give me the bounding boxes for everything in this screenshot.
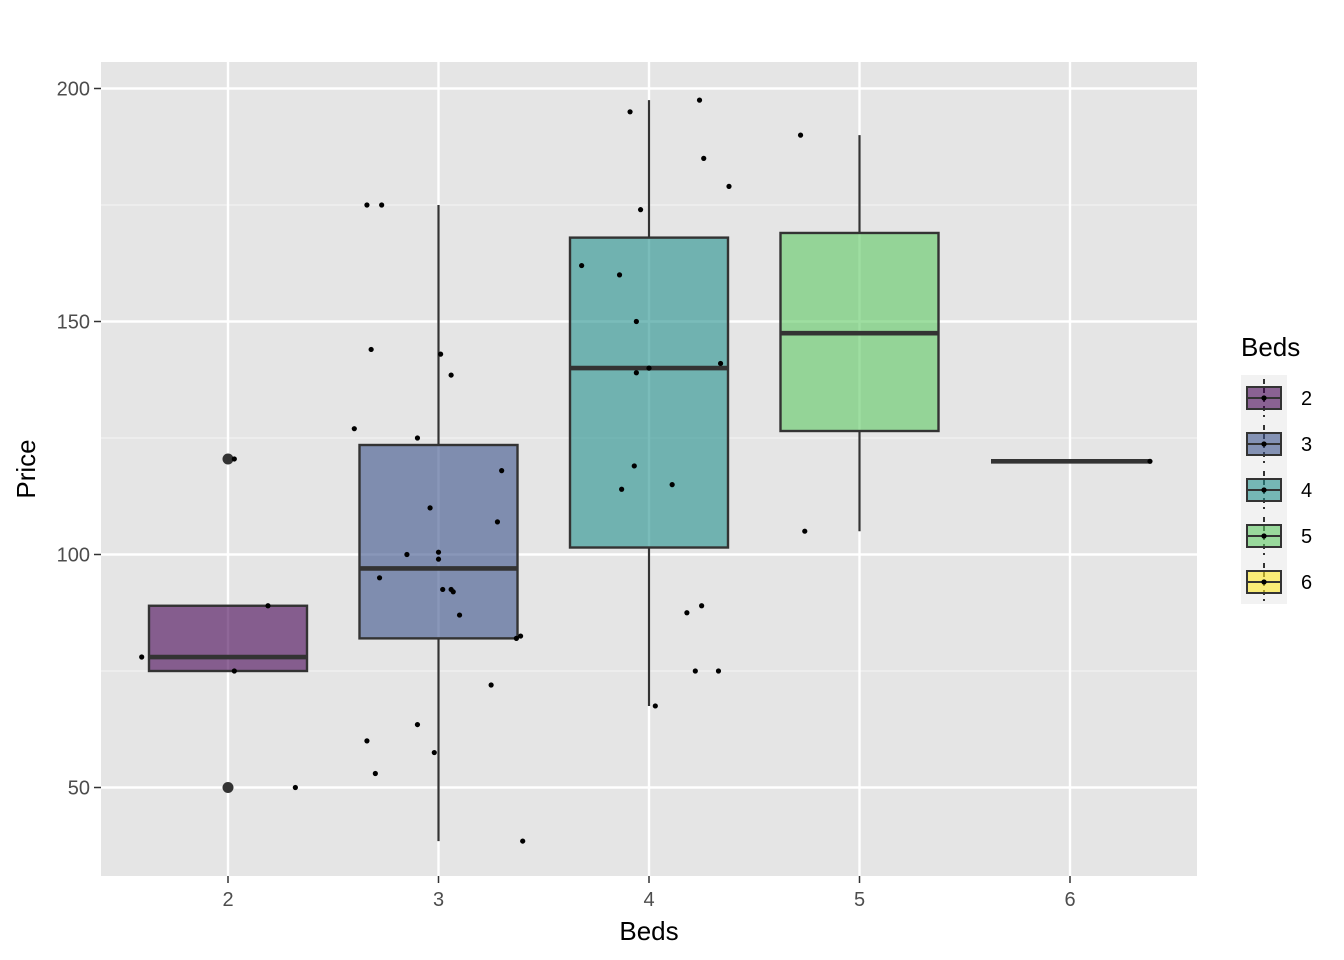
legend-key-6 <box>1246 563 1282 601</box>
data-point <box>364 738 370 744</box>
legend-label: 3 <box>1301 434 1312 456</box>
data-point <box>646 365 652 371</box>
data-point <box>414 435 421 441</box>
data-point <box>717 360 724 367</box>
legend-label: 2 <box>1301 388 1312 410</box>
legend-key-3 <box>1246 425 1282 463</box>
data-point <box>517 633 524 639</box>
data-point <box>631 463 637 469</box>
data-point <box>139 654 145 660</box>
y-tick-label: 100 <box>57 545 90 567</box>
y-tick-label: 200 <box>57 79 90 101</box>
data-point <box>619 486 625 492</box>
x-tick-label: 4 <box>643 889 654 911</box>
data-point <box>404 551 410 558</box>
data-point <box>726 183 732 189</box>
data-point <box>499 468 505 474</box>
data-point <box>520 838 526 844</box>
legend-key-point <box>1261 487 1267 493</box>
jitter-points-layer <box>139 97 1153 844</box>
legend-label: 4 <box>1301 480 1312 502</box>
data-point <box>372 770 378 777</box>
legend: Beds 2 3 4 5 6 <box>1241 332 1312 604</box>
data-point <box>351 426 357 432</box>
box-iqr <box>358 443 519 640</box>
legend-key-point <box>1261 441 1267 447</box>
outlier-point <box>222 782 234 793</box>
legend-key-point <box>1261 533 1267 539</box>
data-point <box>427 505 433 511</box>
box-beds-5 <box>779 135 940 532</box>
legend-key-2 <box>1246 379 1282 417</box>
data-point <box>797 132 804 138</box>
data-point <box>802 528 808 534</box>
y-axis-title: Price <box>11 439 41 498</box>
data-point <box>450 589 456 595</box>
legend-label: 6 <box>1301 572 1312 594</box>
box-iqr <box>568 236 730 549</box>
outlier-point <box>222 453 234 465</box>
legend-label: 5 <box>1301 526 1312 548</box>
data-point <box>637 207 644 213</box>
x-axis: 2 3 4 5 6 <box>222 876 1076 911</box>
legend-key-4 <box>1246 471 1282 509</box>
box-beds-3 <box>358 205 519 842</box>
legend-key-point <box>1261 395 1267 401</box>
box-beds-2 <box>147 453 309 793</box>
data-point <box>379 202 385 208</box>
data-point <box>448 372 454 378</box>
data-point <box>652 703 658 709</box>
data-point <box>494 519 501 525</box>
data-point <box>265 603 271 609</box>
data-point <box>435 549 442 555</box>
data-point <box>231 668 237 674</box>
data-point <box>696 97 703 103</box>
data-point <box>669 482 675 488</box>
data-point <box>701 155 707 161</box>
data-point <box>579 262 585 269</box>
data-point <box>1147 458 1153 464</box>
data-point <box>715 668 722 674</box>
data-point <box>438 351 444 357</box>
data-point <box>699 603 705 609</box>
x-axis-title: Beds <box>619 916 678 946</box>
y-tick-label: 150 <box>57 312 90 334</box>
data-point <box>513 635 519 641</box>
y-tick-label: 50 <box>68 778 90 800</box>
data-point <box>616 272 623 278</box>
x-tick-label: 2 <box>222 889 233 911</box>
legend-key-point <box>1261 579 1267 585</box>
data-point <box>633 370 639 376</box>
x-tick-label: 6 <box>1064 889 1075 911</box>
data-point <box>684 610 690 616</box>
box-iqr <box>147 604 309 673</box>
data-point <box>435 556 442 562</box>
data-point <box>633 318 639 325</box>
x-tick-label: 5 <box>854 889 865 911</box>
data-point <box>292 784 298 791</box>
data-point <box>231 456 237 462</box>
data-point <box>488 682 494 688</box>
data-point <box>440 586 446 593</box>
data-point <box>414 721 421 728</box>
data-point <box>627 109 633 115</box>
data-point <box>364 202 370 208</box>
data-point <box>456 612 463 618</box>
y-axis: 50 100 150 200 <box>57 79 101 800</box>
data-point <box>431 749 437 756</box>
legend-title: Beds <box>1241 332 1300 362</box>
data-point <box>376 575 383 581</box>
data-point <box>692 668 698 674</box>
data-point <box>368 346 374 353</box>
x-tick-label: 3 <box>433 889 444 911</box>
legend-key-5 <box>1246 517 1282 555</box>
